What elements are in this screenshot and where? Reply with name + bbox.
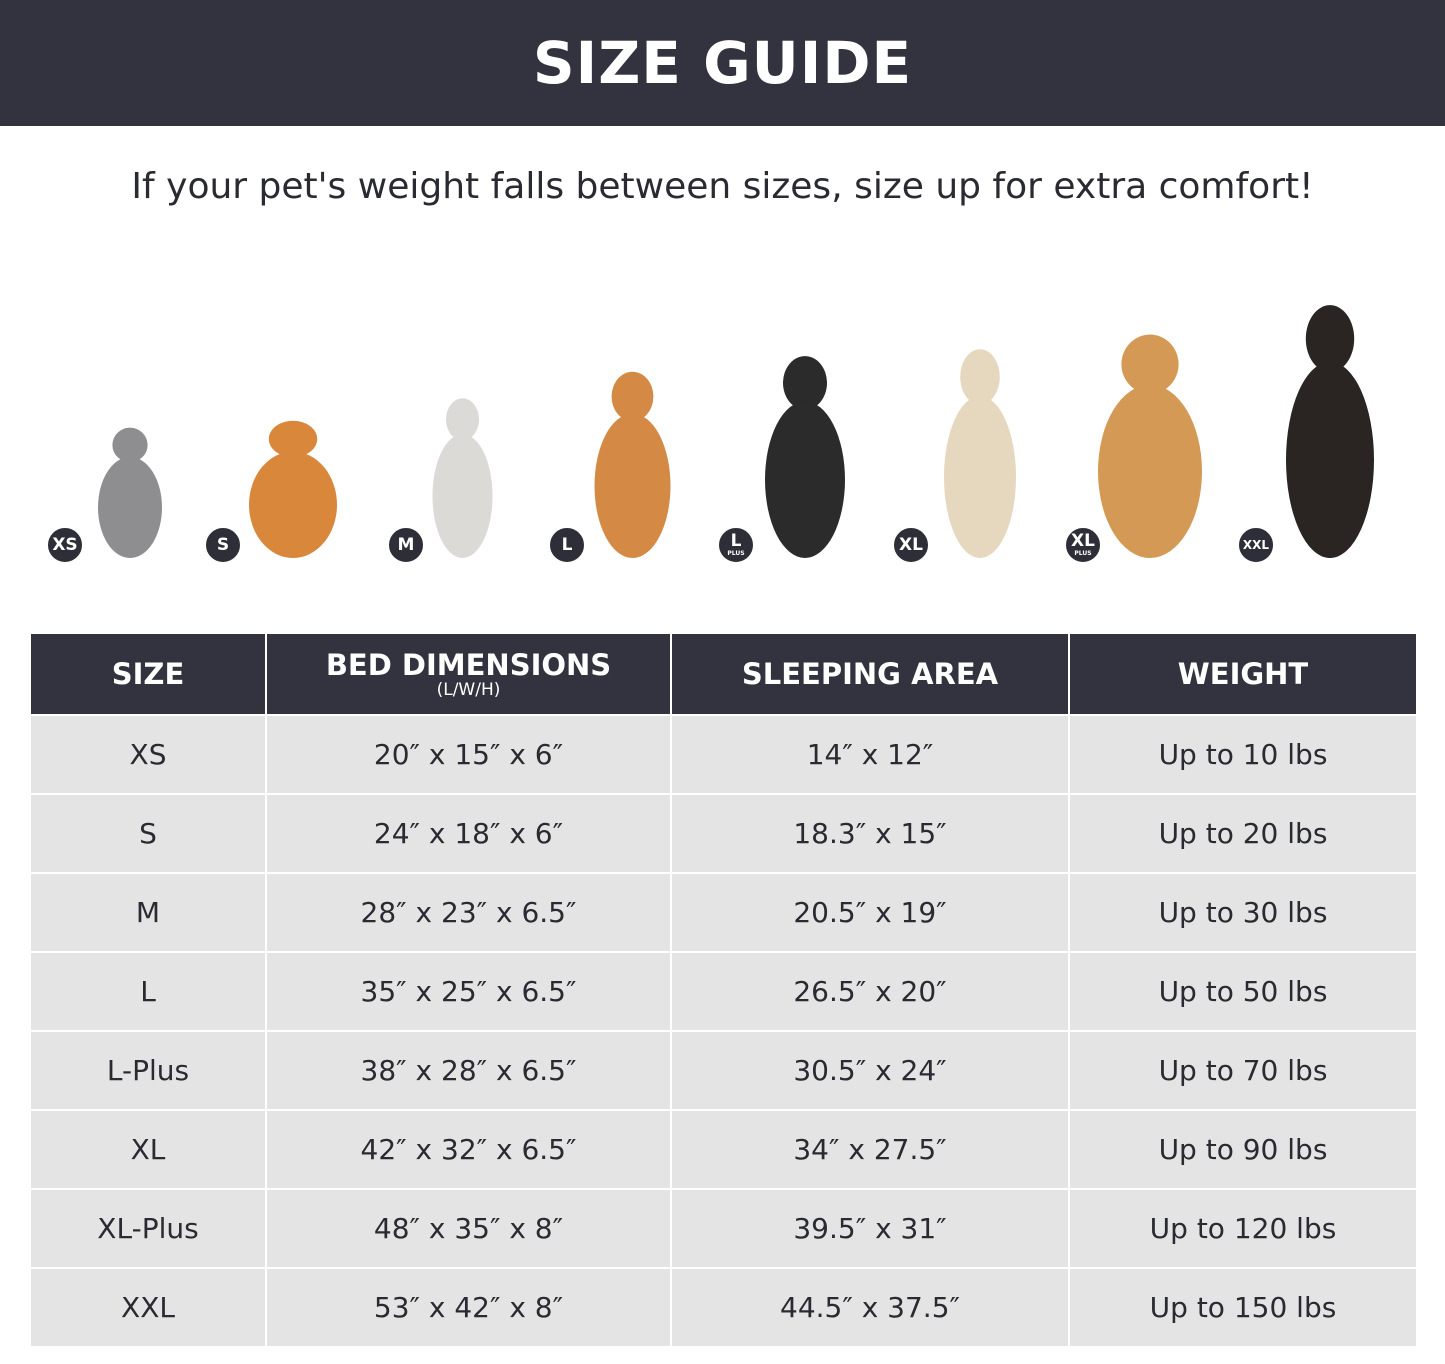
- badge-label: XL: [899, 534, 923, 555]
- table-cell: S: [29, 793, 267, 874]
- header-label: SIZE: [111, 657, 185, 691]
- badge-label: S: [216, 534, 230, 555]
- pet-image: [935, 345, 1025, 558]
- table-cell: 20.5″ x 19″: [670, 872, 1070, 953]
- column-header: SLEEPING AREA: [670, 634, 1070, 716]
- size-badge: L PLUS: [717, 526, 755, 564]
- table-cell: XL-Plus: [29, 1188, 267, 1269]
- pet-image: [1275, 300, 1385, 558]
- pet-image: [585, 368, 680, 558]
- table-cell: Up to 10 lbs: [1068, 714, 1418, 795]
- title-banner: SIZE GUIDE: [0, 0, 1445, 126]
- badge-label: XS: [52, 534, 78, 555]
- badge-label: XL: [1071, 531, 1095, 551]
- table-cell: 34″ x 27.5″: [670, 1109, 1070, 1190]
- size-badge: XXL: [1237, 526, 1275, 564]
- table-row: L 35″ x 25″ x 6.5″ 26.5″ x 20″ Up to 50 lbs: [29, 951, 1418, 1032]
- column-header: BED DIMENSIONS (L/W/H): [265, 634, 672, 716]
- table-cell: L: [29, 951, 267, 1032]
- size-badge: XL: [892, 526, 930, 564]
- pet-image: [1085, 330, 1215, 558]
- table-row: XS 20″ x 15″ x 6″ 14″ x 12″ Up to 10 lbs: [29, 714, 1418, 795]
- badge-label: XXL: [1242, 538, 1270, 552]
- table-cell: 48″ x 35″ x 8″: [265, 1188, 672, 1269]
- pet-image: [238, 418, 348, 558]
- table-cell: 18.3″ x 15″: [670, 793, 1070, 874]
- badge-label: L: [730, 531, 742, 551]
- page-title: SIZE GUIDE: [532, 29, 913, 97]
- table-cell: 38″ x 28″ x 6.5″: [265, 1030, 672, 1111]
- table-cell: XS: [29, 714, 267, 795]
- table-cell: Up to 20 lbs: [1068, 793, 1418, 874]
- table-row: L-Plus 38″ x 28″ x 6.5″ 30.5″ x 24″ Up to 7…: [29, 1030, 1418, 1111]
- column-header: SIZE: [29, 634, 267, 716]
- table-cell: Up to 30 lbs: [1068, 872, 1418, 953]
- size-badge: M: [387, 526, 425, 564]
- table-cell: Up to 150 lbs: [1068, 1267, 1418, 1348]
- table-cell: 14″ x 12″: [670, 714, 1070, 795]
- table-cell: 39.5″ x 31″: [670, 1188, 1070, 1269]
- table-row: XXL 53″ x 42″ x 8″ 44.5″ x 37.5″ Up to 150 …: [29, 1267, 1418, 1348]
- table-cell: Up to 50 lbs: [1068, 951, 1418, 1032]
- table-cell: 53″ x 42″ x 8″: [265, 1267, 672, 1348]
- subtitle: If your pet's weight falls between sizes…: [131, 166, 1314, 207]
- table-cell: 28″ x 23″ x 6.5″: [265, 872, 672, 953]
- table-cell: 44.5″ x 37.5″: [670, 1267, 1070, 1348]
- table-row: S 24″ x 18″ x 6″ 18.3″ x 15″ Up to 20 lbs: [29, 793, 1418, 874]
- size-badge: XS: [46, 526, 84, 564]
- table-cell: 30.5″ x 24″: [670, 1030, 1070, 1111]
- pet-image: [90, 425, 170, 558]
- size-badge: XL PLUS: [1064, 526, 1102, 564]
- table-row: XL-Plus 48″ x 35″ x 8″ 39.5″ x 31″ Up to 12…: [29, 1188, 1418, 1269]
- table-cell: Up to 70 lbs: [1068, 1030, 1418, 1111]
- pet-image: [755, 352, 855, 558]
- badge-label: L: [561, 534, 573, 555]
- table-cell: M: [29, 872, 267, 953]
- table-cell: 24″ x 18″ x 6″: [265, 793, 672, 874]
- size-badge: L: [548, 526, 586, 564]
- column-header: WEIGHT: [1068, 634, 1418, 716]
- badge-label: M: [397, 534, 415, 555]
- table-cell: 26.5″ x 20″: [670, 951, 1070, 1032]
- table-cell: 20″ x 15″ x 6″: [265, 714, 672, 795]
- table-cell: L-Plus: [29, 1030, 267, 1111]
- table-row: M 28″ x 23″ x 6.5″ 20.5″ x 19″ Up to 30 lbs: [29, 872, 1418, 953]
- header-label: SLEEPING AREA: [741, 657, 999, 691]
- table-cell: 42″ x 32″ x 6.5″: [265, 1109, 672, 1190]
- table-cell: XL: [29, 1109, 267, 1190]
- size-badge: S: [204, 526, 242, 564]
- table-cell: Up to 90 lbs: [1068, 1109, 1418, 1190]
- table-cell: XXL: [29, 1267, 267, 1348]
- table-cell: 35″ x 25″ x 6.5″: [265, 951, 672, 1032]
- table-row: XL 42″ x 32″ x 6.5″ 34″ x 27.5″ Up to 90 lb…: [29, 1109, 1418, 1190]
- size-table: SIZE BED DIMENSIONS (L/W/H) SLEEPING AREA WE…: [29, 634, 1418, 1348]
- header-label: WEIGHT: [1177, 657, 1309, 691]
- header-sublabel: (L/W/H): [436, 680, 501, 700]
- badge-plus: PLUS: [1074, 550, 1092, 557]
- badge-plus: PLUS: [727, 550, 745, 557]
- table-cell: Up to 120 lbs: [1068, 1188, 1418, 1269]
- header-label: BED DIMENSIONS: [325, 648, 612, 682]
- pet-image: [425, 395, 500, 558]
